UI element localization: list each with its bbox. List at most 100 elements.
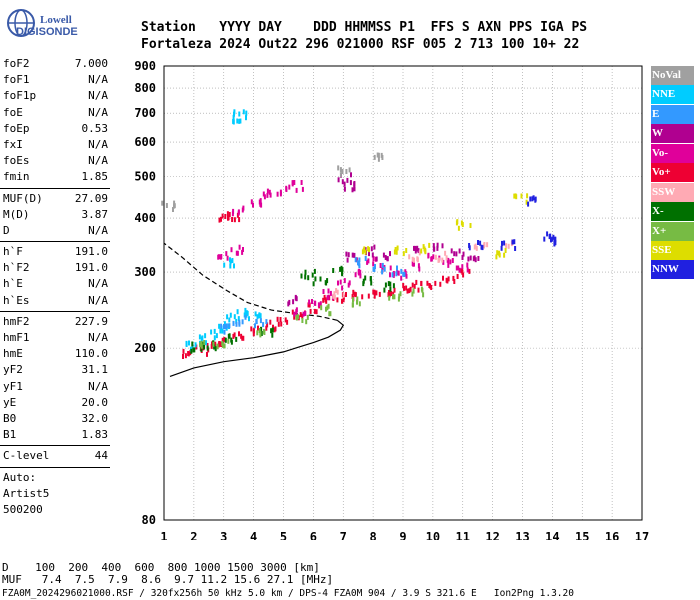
echo-mark-vo xyxy=(238,331,240,337)
param-name: fxI xyxy=(3,137,23,151)
echo-mark-x xyxy=(387,281,390,287)
echo-mark-vo xyxy=(220,342,223,347)
echo-mark-vo xyxy=(420,281,423,286)
param-name: C-level xyxy=(3,449,50,463)
echo-mark-ssw xyxy=(475,245,478,251)
x-tick-label: 14 xyxy=(545,530,559,540)
x-tick-label: 16 xyxy=(605,530,619,540)
param-row: foF1 N/A xyxy=(0,72,110,88)
echo-mark-nnw xyxy=(552,234,555,240)
echo-mark-x xyxy=(203,344,206,350)
echo-mark-nnw xyxy=(479,240,482,246)
echo-mark-vo xyxy=(456,274,459,279)
echo-mark-e xyxy=(396,265,398,271)
echo-mark-vo xyxy=(250,199,253,205)
echo-mark-vo xyxy=(313,308,316,314)
param-value: N/A xyxy=(88,105,108,119)
auto-scaling-line: Artist5 xyxy=(3,486,50,500)
echo-mark-sse xyxy=(526,193,529,199)
echo-mark-ssw xyxy=(332,293,335,299)
echo-mark-x xyxy=(325,306,327,312)
echo-mark-w xyxy=(370,246,373,252)
echo-mark-x xyxy=(422,292,425,298)
echo-mark-nnw xyxy=(532,195,535,201)
lowell-digisonde-logo: Lowell DIGISONDE xyxy=(4,4,78,44)
param-value: 3.87 xyxy=(81,207,109,221)
legend-item-nnw: NNW xyxy=(651,260,694,280)
echo-mark-vo xyxy=(274,326,277,332)
echo-mark-vo xyxy=(232,333,235,339)
header-values: Fortaleza 2024 Out22 296 021000 RSF 005 … xyxy=(141,37,580,52)
echo-mark-nne xyxy=(228,317,231,323)
echo-mark-vo xyxy=(214,341,217,347)
echo-mark-vo xyxy=(446,257,449,263)
echo-mark-noval xyxy=(348,167,351,173)
echo-mark-vo xyxy=(457,265,460,271)
echo-mark-x xyxy=(341,271,344,277)
echo-mark-vo xyxy=(286,319,289,325)
param-value: 31.1 xyxy=(81,363,109,377)
echo-mark-vo xyxy=(403,285,405,291)
param-value: 44 xyxy=(94,449,108,463)
param-value: 0.53 xyxy=(81,121,109,135)
echo-mark-x xyxy=(227,338,230,344)
echo-mark-vo xyxy=(372,256,375,261)
echo-mark-noval xyxy=(173,200,176,206)
echo-mark-sse xyxy=(469,223,472,228)
echo-mark-vo xyxy=(238,217,241,223)
echo-mark-vo xyxy=(315,309,318,315)
echo-mark-vo xyxy=(308,302,311,308)
param-row: hmF2 227.9 xyxy=(0,314,110,330)
echo-mark-e xyxy=(255,318,258,324)
x-tick-label: 13 xyxy=(515,530,529,540)
param-name: hmF2 xyxy=(3,314,30,328)
echo-mark-w xyxy=(351,252,354,258)
echo-mark-vo xyxy=(250,326,253,332)
echo-mark-vo xyxy=(231,217,234,222)
echo-mark-w xyxy=(416,246,418,252)
echo-mark-noval xyxy=(380,152,383,158)
echo-mark-w xyxy=(375,256,378,262)
echo-mark-w xyxy=(474,257,477,263)
echo-mark-w xyxy=(432,243,435,249)
echo-mark-x xyxy=(260,326,263,332)
echo-mark-vo xyxy=(462,272,465,278)
x-tick-label: 7 xyxy=(340,530,347,540)
param-row: foEs N/A xyxy=(0,153,110,169)
echo-mark-sse xyxy=(513,193,516,199)
echo-mark-vo xyxy=(230,247,233,253)
echo-mark-vo xyxy=(301,314,304,319)
echo-mark-vo xyxy=(293,180,296,185)
echo-mark-w xyxy=(350,172,352,178)
echo-mark-w xyxy=(436,242,439,248)
echo-mark-x xyxy=(295,315,298,321)
echo-mark-vo xyxy=(322,297,325,303)
echo-mark-vo xyxy=(291,180,294,186)
footer-distance-row: D 100 200 400 600 800 1000 1500 3000 [km… xyxy=(2,561,320,574)
echo-mark-x xyxy=(362,281,365,287)
echo-mark-w xyxy=(343,186,346,192)
echo-mark-x xyxy=(304,269,307,275)
echo-mark-w xyxy=(373,244,376,250)
parameters-panel: foF2 7.000 foF1 N/A foF1p N/A foE N/A foEp 0.53 fx… xyxy=(0,56,110,518)
x-tick-label: 10 xyxy=(426,530,440,540)
echo-mark-x xyxy=(200,341,203,346)
echo-mark-nne xyxy=(198,334,201,340)
echo-mark-vo xyxy=(226,255,229,261)
echo-mark-vo xyxy=(272,324,274,330)
echo-mark-x xyxy=(222,342,224,348)
echo-mark-w xyxy=(453,251,456,257)
param-name: yE xyxy=(3,395,17,409)
echo-mark-sse xyxy=(402,251,405,257)
param-name: M(D) xyxy=(3,207,30,221)
echo-mark-ssw xyxy=(333,291,336,297)
echo-mark-w xyxy=(337,177,340,183)
echo-mark-sse xyxy=(364,249,367,255)
echo-mark-x xyxy=(190,348,193,354)
echo-mark-w xyxy=(413,245,415,251)
echo-mark-vo xyxy=(345,292,347,297)
echo-mark-w xyxy=(346,177,349,183)
legend-item-nne: NNE xyxy=(651,85,694,105)
echo-mark-vo xyxy=(269,192,272,198)
echo-mark-vo xyxy=(241,335,244,341)
